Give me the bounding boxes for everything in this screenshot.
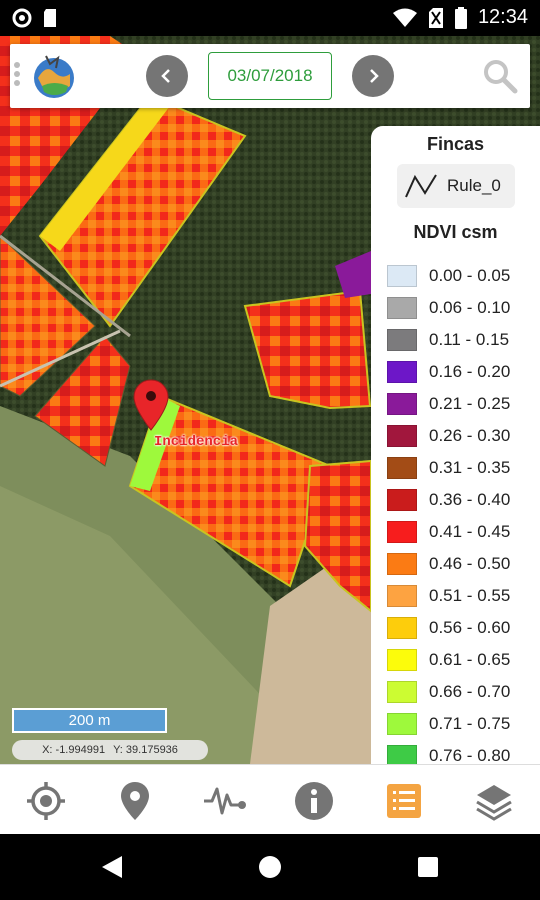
charts-button[interactable] [203, 779, 247, 823]
legend-title-ndvi: NDVI csm [413, 222, 498, 242]
pulse-chart-icon [204, 787, 246, 815]
back-icon[interactable] [100, 855, 124, 879]
legend-item: 0.26 - 0.30 [387, 420, 510, 452]
legend-item: 0.66 - 0.70 [387, 676, 510, 708]
no-sim-icon [428, 7, 443, 28]
legend-item: 0.56 - 0.60 [387, 612, 510, 644]
wifi-icon [392, 8, 417, 27]
legend-range: 0.11 - 0.15 [429, 330, 510, 349]
chevron-right-icon [370, 69, 379, 83]
legend-item: 0.51 - 0.55 [387, 580, 510, 612]
legend-swatch [387, 745, 417, 764]
legend-swatch [387, 457, 417, 479]
info-icon [295, 782, 333, 820]
rule-item[interactable]: Rule_0 [397, 164, 515, 208]
legend-swatch [387, 393, 417, 415]
legend-item: 0.06 - 0.10 [387, 292, 510, 324]
legend-swatch [387, 649, 417, 671]
sd-card-icon [44, 9, 56, 27]
legend-range: 0.06 - 0.10 [429, 298, 511, 317]
legend-swatch [387, 329, 417, 351]
android-navigation-bar [0, 834, 540, 900]
list-icon [387, 784, 421, 818]
coord-x: X: -1.994991 [42, 744, 106, 756]
legend-range: 0.16 - 0.20 [429, 362, 511, 381]
legend-item: 0.16 - 0.20 [387, 356, 510, 388]
legend-item: 0.00 - 0.05 [387, 260, 510, 292]
legend-title-fincas: Fincas [426, 134, 485, 154]
legend-range: 0.56 - 0.60 [429, 618, 511, 637]
scale-label: 200 m [68, 712, 111, 729]
coordinates-readout: X: -1.994991 Y: 39.175936 [12, 740, 208, 760]
coord-y: Y: 39.175936 [113, 744, 178, 756]
legend-range: 0.36 - 0.40 [429, 490, 511, 509]
legend-swatch [387, 585, 417, 607]
location-pin-icon [121, 782, 149, 820]
status-bar: 12:34 [0, 0, 540, 36]
previous-date-button[interactable] [146, 55, 188, 97]
legend-swatch [387, 265, 417, 287]
date-display[interactable]: 03/07/2018 [208, 52, 332, 100]
legend-items: 0.00 - 0.05 0.06 - 0.10 0.11 - 0.15 0.16 - … [387, 260, 510, 764]
location-button[interactable] [113, 779, 157, 823]
status-time: 12:34 [477, 6, 528, 28]
drag-handle-icon[interactable] [14, 62, 24, 89]
legend-item: 0.36 - 0.40 [387, 484, 510, 516]
legend-swatch [387, 425, 417, 447]
legend-panel[interactable]: Fincas Rule_0 NDVI csm 0.00 - 0.05 0.06 -… [371, 126, 540, 764]
recents-icon[interactable] [417, 856, 439, 878]
app-logo [34, 55, 74, 98]
legend-range: 0.71 - 0.75 [429, 714, 511, 733]
next-date-button[interactable] [352, 55, 394, 97]
legend-swatch [387, 489, 417, 511]
search-icon[interactable] [482, 58, 518, 94]
scale-bar: 200 m [12, 708, 167, 733]
battery-icon [454, 6, 467, 29]
layers-button[interactable] [472, 779, 516, 823]
legend-swatch [387, 681, 417, 703]
gps-target-icon [27, 782, 65, 820]
map-marker-icon[interactable] [133, 379, 169, 431]
legend-swatch [387, 521, 417, 543]
legend-range: 0.76 - 0.80 [429, 746, 511, 764]
legend-range: 0.46 - 0.50 [429, 554, 511, 573]
legend-range: 0.21 - 0.25 [429, 394, 511, 413]
legend-range: 0.26 - 0.30 [429, 426, 511, 445]
legend-item: 0.46 - 0.50 [387, 548, 510, 580]
legend-item: 0.11 - 0.15 [387, 324, 510, 356]
legend-range: 0.41 - 0.45 [429, 522, 511, 541]
legend-item: 0.76 - 0.80 [387, 740, 510, 764]
legend-range: 0.31 - 0.35 [429, 458, 511, 477]
legend-swatch [387, 617, 417, 639]
legend-range: 0.00 - 0.05 [429, 266, 511, 285]
legend-item: 0.71 - 0.75 [387, 708, 510, 740]
legend-list-button[interactable] [382, 779, 426, 823]
notification-circle-icon [12, 8, 32, 28]
chevron-left-icon [161, 69, 170, 83]
layers-icon [476, 785, 512, 821]
top-toolbar: 03/07/2018 [10, 44, 530, 108]
legend-range: 0.61 - 0.65 [429, 650, 511, 669]
legend-swatch [387, 297, 417, 319]
gps-button[interactable] [24, 779, 68, 823]
info-button[interactable] [292, 779, 336, 823]
home-icon[interactable] [258, 855, 282, 879]
legend-swatch [387, 361, 417, 383]
legend-swatch [387, 713, 417, 735]
legend-item: 0.31 - 0.35 [387, 452, 510, 484]
bottom-navigation [0, 764, 540, 834]
legend-range: 0.51 - 0.55 [429, 586, 511, 605]
rule-label: Rule_0 [447, 176, 501, 195]
line-symbol-icon [405, 174, 437, 198]
marker-label: Incidencia [154, 434, 239, 450]
legend-swatch [387, 553, 417, 575]
legend-item: 0.41 - 0.45 [387, 516, 510, 548]
legend-range: 0.66 - 0.70 [429, 682, 511, 701]
legend-item: 0.21 - 0.25 [387, 388, 510, 420]
legend-item: 0.61 - 0.65 [387, 644, 510, 676]
